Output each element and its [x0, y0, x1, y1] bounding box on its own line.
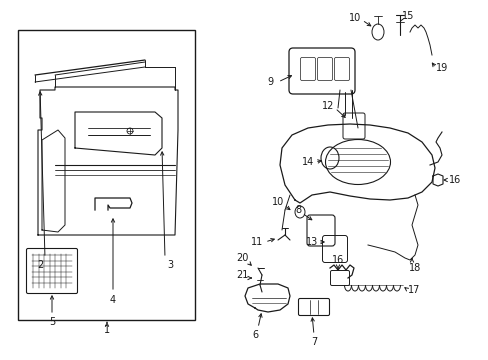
Text: 14: 14: [301, 157, 313, 167]
Text: 18: 18: [408, 263, 420, 273]
Text: 15: 15: [401, 11, 413, 21]
Bar: [18, 30, 195, 320]
Text: 4: 4: [110, 295, 116, 305]
Text: 10: 10: [271, 197, 284, 207]
Text: 6: 6: [251, 330, 258, 340]
Text: 12: 12: [321, 101, 333, 111]
Text: 9: 9: [266, 77, 272, 87]
Text: 5: 5: [49, 317, 55, 327]
Text: 2: 2: [37, 260, 43, 270]
Text: 1: 1: [104, 325, 110, 335]
Text: 11: 11: [250, 237, 263, 247]
Text: 19: 19: [435, 63, 447, 73]
Text: 7: 7: [310, 337, 317, 347]
Text: 13: 13: [305, 237, 318, 247]
Text: 3: 3: [166, 260, 173, 270]
Text: 16: 16: [331, 255, 344, 265]
Text: 10: 10: [348, 13, 360, 23]
Text: 17: 17: [407, 285, 419, 295]
Text: 16: 16: [448, 175, 460, 185]
Text: 8: 8: [294, 205, 301, 215]
Text: 21: 21: [235, 270, 248, 280]
Text: 20: 20: [235, 253, 248, 263]
